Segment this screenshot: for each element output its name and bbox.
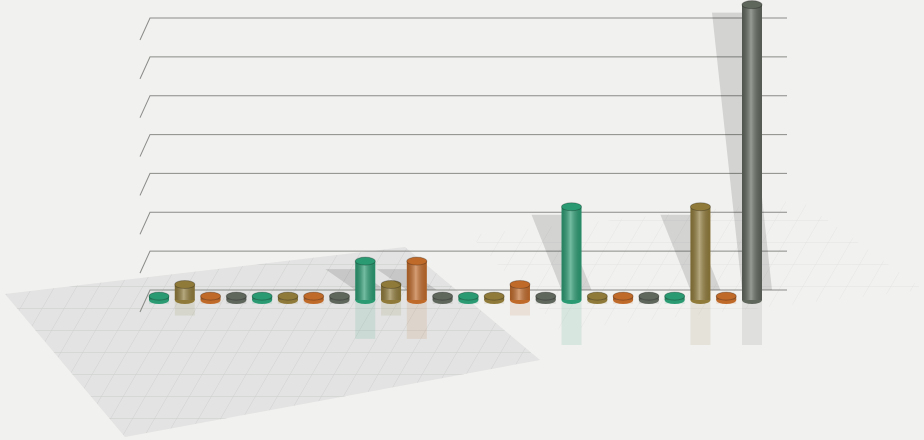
bar-cap <box>251 291 273 301</box>
bar-cap <box>689 202 711 212</box>
bar <box>174 279 196 316</box>
bar <box>483 291 505 304</box>
bar <box>376 256 437 339</box>
bar-reflection <box>561 300 582 345</box>
bar-cap <box>612 291 634 301</box>
bar <box>148 291 170 304</box>
bar-shade <box>561 206 582 300</box>
bar <box>303 291 325 304</box>
bar <box>328 291 350 304</box>
grid-line <box>139 56 787 80</box>
bar-cap <box>174 279 196 289</box>
bar <box>251 291 273 304</box>
bar-cap <box>225 291 247 301</box>
bar-cap <box>380 279 402 289</box>
bar-cap <box>509 279 531 289</box>
bar <box>531 202 592 345</box>
bar <box>225 291 247 304</box>
floor-grid <box>5 247 540 437</box>
bar-cap <box>432 291 454 301</box>
bar-reflection <box>690 300 711 345</box>
bar-reflection <box>509 300 530 316</box>
bar-cap <box>638 291 660 301</box>
bar <box>586 291 608 304</box>
bar <box>325 256 386 339</box>
bar <box>612 291 634 304</box>
bar <box>638 291 660 304</box>
bar <box>509 279 531 316</box>
bar-cap <box>148 291 170 301</box>
bar-cap <box>406 256 428 266</box>
bar-reflection <box>355 300 376 339</box>
bar-shade <box>174 284 195 300</box>
bar-cap <box>277 291 299 301</box>
bar-reflection <box>406 300 427 339</box>
bar-cap <box>303 291 325 301</box>
bar-cap <box>535 291 557 301</box>
grid-line <box>139 95 787 118</box>
bar-cap <box>200 291 222 301</box>
bar-cap <box>561 202 583 212</box>
bar-shade <box>381 284 402 300</box>
bar-shade <box>690 206 711 300</box>
bars <box>148 0 772 345</box>
bar <box>535 291 557 304</box>
bar-cap <box>354 256 376 266</box>
bar <box>457 291 479 304</box>
bar-shade <box>742 4 762 301</box>
bar-shade <box>355 261 376 300</box>
bar-cap <box>664 291 686 301</box>
bar <box>277 291 299 304</box>
bar <box>380 279 402 316</box>
bar-cap <box>457 291 479 301</box>
bar-cap <box>586 291 608 301</box>
bar <box>660 202 721 345</box>
bar-reflection <box>174 300 195 316</box>
bar-cap <box>483 291 505 301</box>
bar-reflection <box>381 300 402 316</box>
grid-line <box>139 172 787 196</box>
bar-cap <box>328 291 350 301</box>
grid-line <box>139 134 787 157</box>
bar-cap <box>715 291 737 301</box>
bar <box>432 291 454 304</box>
bar-cap <box>741 0 763 10</box>
bar <box>200 291 222 304</box>
bar-reflection <box>742 300 762 345</box>
bar <box>664 291 686 304</box>
bar-shade <box>509 284 530 300</box>
grid-line <box>139 17 787 41</box>
bar <box>712 0 772 345</box>
bar-shade <box>406 261 427 300</box>
bar <box>715 291 737 304</box>
